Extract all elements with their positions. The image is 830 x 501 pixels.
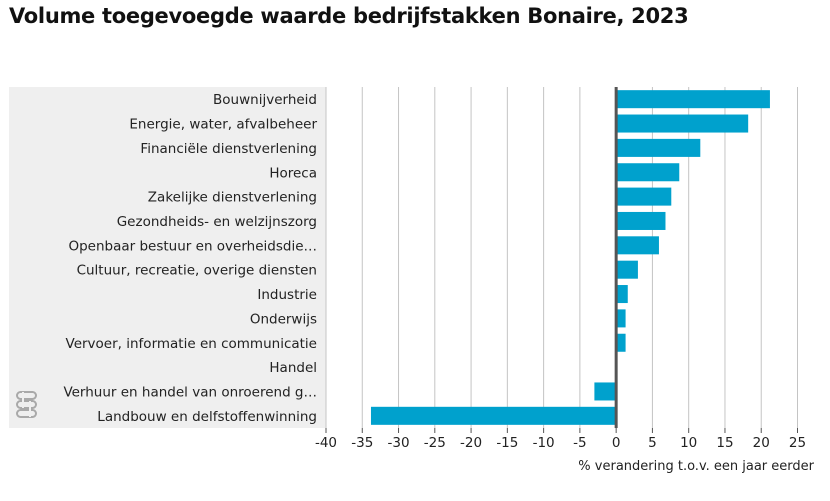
category-label: Zakelijke dienstverlening: [148, 190, 317, 206]
x-tick-label: -5: [573, 435, 586, 451]
bar: [616, 333, 626, 352]
bar: [594, 382, 617, 401]
x-tick-label: 0: [612, 435, 621, 451]
category-label: Financiële dienstverlening: [140, 141, 317, 157]
label-panel: [9, 87, 326, 428]
category-label: Horeca: [269, 165, 317, 181]
bar: [616, 114, 749, 133]
bar: [616, 163, 680, 182]
chart-title: Volume toegevoegde waarde bedrijfstakken…: [9, 4, 689, 28]
category-label: Verhuur en handel van onroerend g…: [63, 384, 317, 400]
x-tick-label: -25: [424, 435, 446, 451]
x-axis-ticks: -40 -35 -30 -25 -20 -15 -10 -5 0 5 10 15 20 25: [315, 428, 806, 451]
category-label: Vervoer, informatie en communicatie: [66, 336, 317, 352]
category-label: Cultuur, recreatie, overige diensten: [77, 263, 317, 279]
grid-lines: [325, 87, 798, 428]
category-label: Handel: [269, 360, 317, 376]
x-tick-label: -30: [388, 435, 410, 451]
x-tick-label: 25: [789, 435, 806, 451]
bars: [370, 90, 770, 425]
category-label: Onderwijs: [250, 311, 317, 327]
x-tick-label: -15: [496, 435, 518, 451]
bar: [616, 211, 666, 230]
category-label: Bouwnijverheid: [213, 92, 317, 108]
category-label: Energie, water, afvalbeheer: [129, 117, 317, 133]
cbs-logo-icon: [16, 391, 37, 418]
x-tick-label: -35: [351, 435, 373, 451]
bar: [616, 285, 628, 304]
category-label: Industrie: [257, 287, 317, 303]
bar: [616, 309, 626, 328]
bar: [616, 138, 701, 157]
bar: [616, 187, 672, 206]
category-labels: Bouwnijverheid Energie, water, afvalbehee…: [63, 92, 317, 425]
category-label: Gezondheids- en welzijnszorg: [117, 214, 317, 230]
x-tick-label: 5: [648, 435, 657, 451]
bar: [370, 406, 617, 425]
bar: [616, 90, 770, 109]
bar: [616, 260, 638, 279]
x-tick-label: 20: [753, 435, 770, 451]
x-tick-label: 15: [716, 435, 733, 451]
x-tick-label: -20: [460, 435, 482, 451]
bar: [616, 236, 659, 255]
category-label: Openbaar bestuur en overheidsdie…: [68, 238, 317, 254]
category-label: Landbouw en delfstoffenwinning: [97, 409, 317, 425]
x-tick-label: -40: [315, 435, 337, 451]
x-axis-title: % verandering t.o.v. een jaar eerder: [578, 459, 814, 474]
x-tick-label: -10: [533, 435, 555, 451]
x-tick-label: 10: [680, 435, 697, 451]
